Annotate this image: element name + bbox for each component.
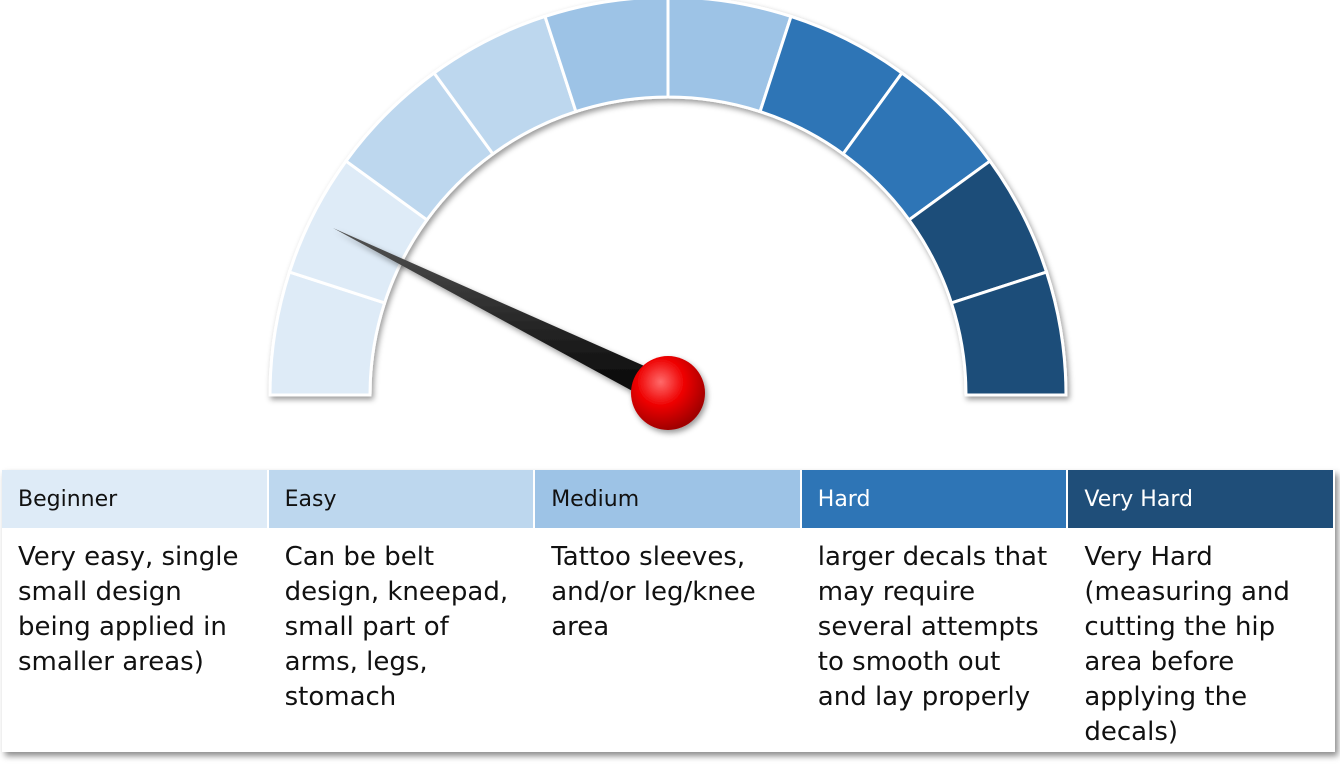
gauge-segments (268, 0, 1068, 397)
level-name: Beginner (2, 470, 269, 528)
level-description: larger decals that may require several a… (817, 542, 1048, 712)
gauge-segment (949, 270, 1068, 397)
needle (333, 228, 676, 406)
level-name: Very Hard (1068, 470, 1335, 528)
level-description: Tattoo sleeves, and/or leg/knee area (551, 542, 756, 642)
needle-hub (631, 356, 705, 430)
level-column: Hard larger decals that may require sever… (801, 470, 1069, 752)
level-name: Easy (268, 470, 536, 528)
level-description: Can be belt design, kneepad, small part … (284, 542, 509, 712)
level-description: Very Hard (measuring and cutting the hip… (1084, 542, 1290, 747)
difficulty-table: Beginner Very easy, single small design b… (2, 470, 1335, 752)
level-column: Medium Tattoo sleeves, and/or leg/knee ar… (535, 470, 802, 752)
level-column: Very Hard Very Hard (measuring and cuttin… (1068, 470, 1335, 752)
level-name: Hard (801, 470, 1069, 528)
level-name: Medium (535, 470, 802, 528)
level-column: Easy Can be belt design, kneepad, small p… (268, 470, 536, 752)
level-column: Beginner Very easy, single small design b… (2, 470, 269, 752)
level-description: Very easy, single small design being app… (18, 542, 239, 677)
gauge (268, 0, 1068, 430)
